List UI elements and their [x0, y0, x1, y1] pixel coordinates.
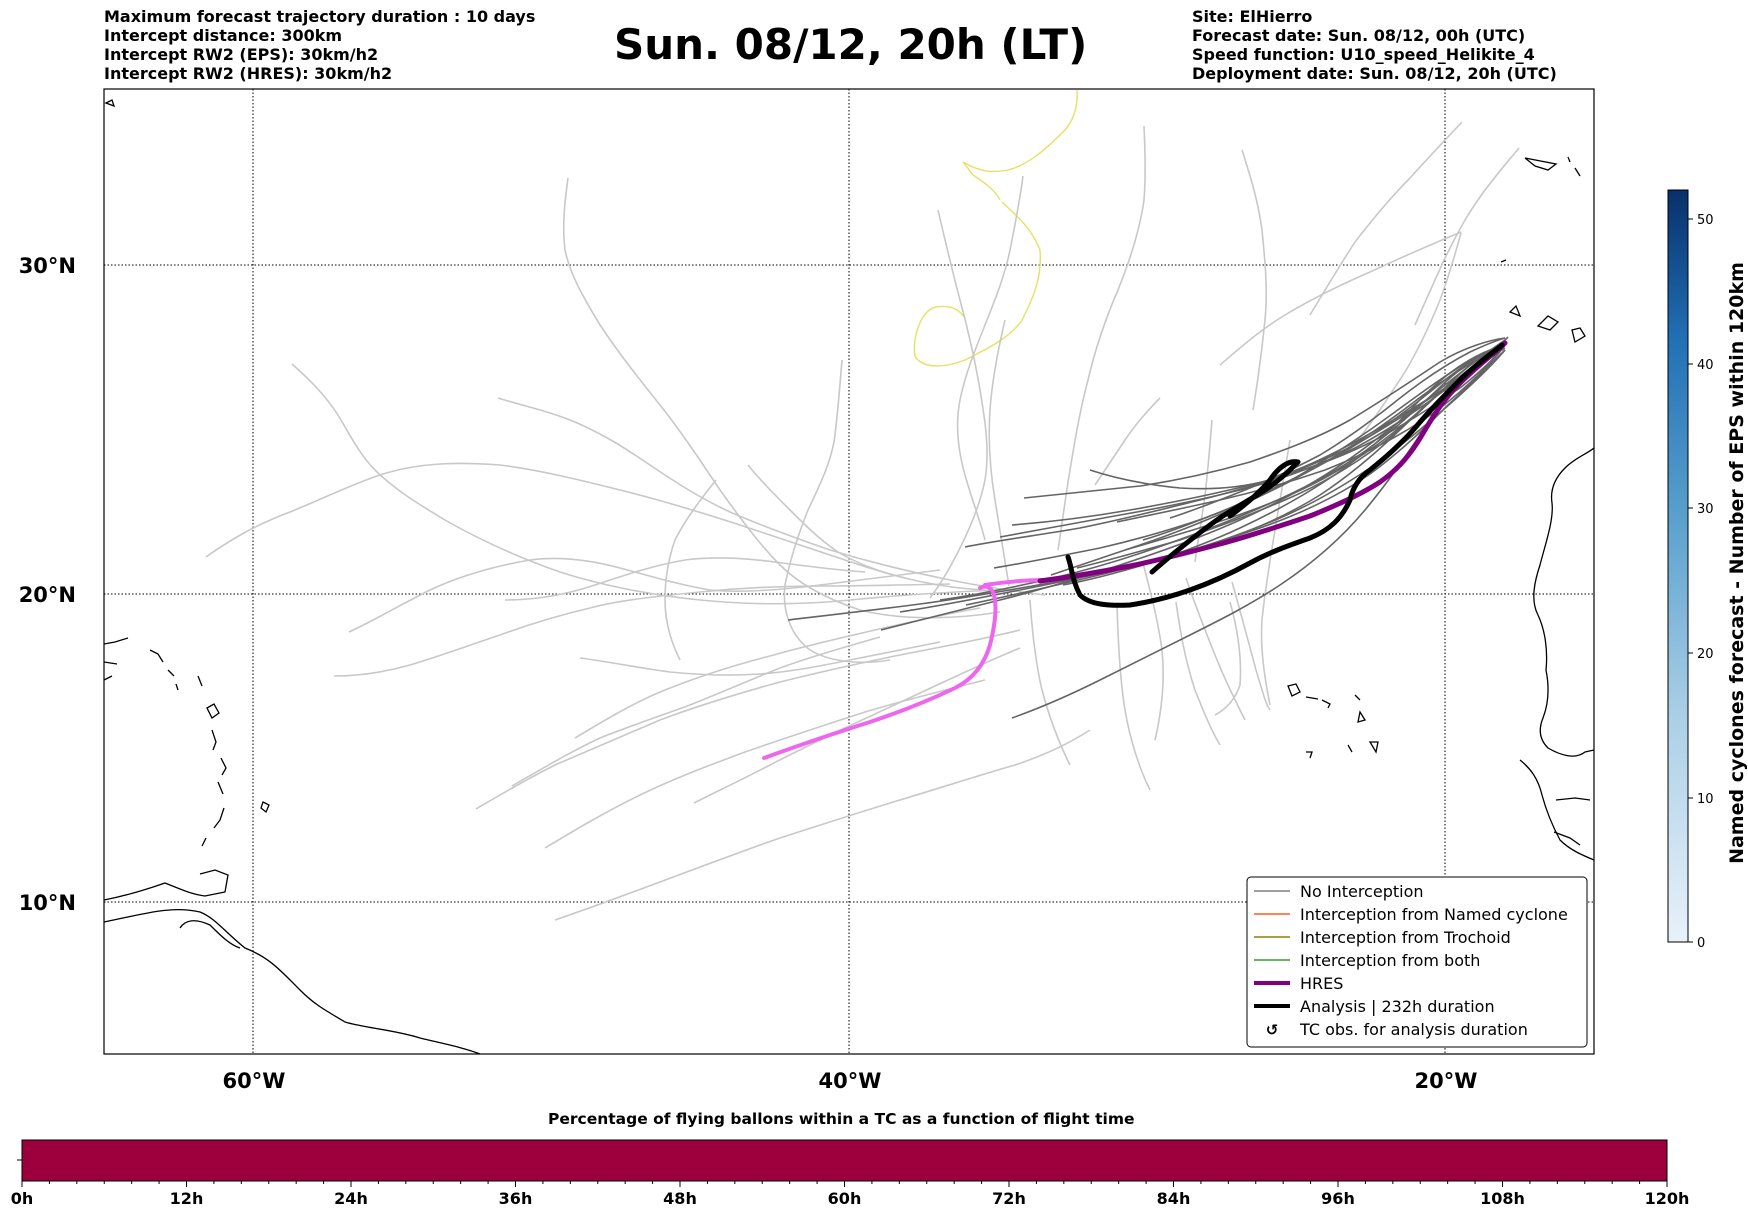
map-frame	[103, 88, 1595, 1055]
legend-label-trochoid: Interception from Trochoid	[1300, 928, 1511, 947]
time-bar-tick-label: 0h	[11, 1189, 34, 1208]
time-bar-fill	[21, 1139, 1668, 1182]
coast-puerto-rico	[104, 637, 129, 681]
time-bar-tick-label: 60h	[828, 1189, 862, 1208]
legend-label-no-interception: No Interception	[1300, 882, 1424, 901]
time-bar-tick-label: 36h	[499, 1189, 533, 1208]
time-bar-tick-label: 48h	[663, 1189, 697, 1208]
lon-label-60w: 60°W	[223, 1069, 286, 1093]
coast-canary-islands	[1508, 304, 1586, 344]
time-bar-tick-label: 24h	[334, 1189, 368, 1208]
colorbar-tick-30: 30	[1697, 502, 1714, 517]
lat-label-10n: 10°N	[19, 891, 76, 915]
legend-label-named-cyclone: Interception from Named cyclone	[1300, 905, 1568, 924]
coast-venezuela	[104, 869, 229, 901]
colorbar-tick-50: 50	[1697, 213, 1714, 228]
cyclone-track	[913, 89, 1078, 367]
cyclone-symbol-icon: ↺	[1266, 1021, 1279, 1039]
header-forecast-date: Forecast date: Sun. 08/12, 00h (UTC)	[1192, 26, 1526, 45]
coast-cape-verde	[1287, 683, 1379, 759]
coast-azores	[1524, 156, 1581, 177]
time-bar-tick-label: 84h	[1157, 1189, 1191, 1208]
time-bar-tick-label: 96h	[1321, 1189, 1355, 1208]
header-site: Site: ElHierro	[1192, 7, 1313, 26]
legend-label-tc-obs: TC obs. for analysis duration	[1299, 1020, 1528, 1039]
header-deployment-date: Deployment date: Sun. 08/12, 20h (UTC)	[1192, 64, 1557, 83]
coast-barbados	[260, 801, 270, 814]
ensemble-trajectories-light	[205, 121, 1520, 921]
header-intercept-hres: Intercept RW2 (HRES): 30km/h2	[104, 64, 393, 83]
colorbar: 0 10 20 30 40 50 Named cyclones forecast…	[1667, 189, 1748, 951]
coast-trinidad	[179, 920, 241, 949]
coast-lesser-antilles	[197, 675, 227, 847]
analysis-trajectory	[1065, 342, 1505, 608]
coast-south-america	[104, 909, 481, 1054]
coast-virgin-islands	[149, 649, 179, 691]
lon-label-40w: 40°W	[819, 1069, 882, 1093]
legend-label-analysis: Analysis | 232h duration	[1300, 997, 1495, 1016]
legend-label-both: Interception from both	[1300, 951, 1480, 970]
colorbar-tick-10: 10	[1697, 792, 1714, 807]
colorbar-tick-0: 0	[1697, 936, 1705, 951]
time-bar-title: Percentage of flying ballons within a TC…	[548, 1110, 1135, 1128]
header-left: Maximum forecast trajectory duration : 1…	[104, 7, 535, 83]
ensemble-trajectories-dark	[787, 336, 1509, 719]
colorbar-gradient	[1667, 189, 1689, 943]
header-intercept-eps: Intercept RW2 (EPS): 30km/h2	[104, 45, 379, 64]
colorbar-tick-40: 40	[1697, 358, 1714, 373]
lat-label-20n: 20°N	[19, 583, 76, 607]
header-intercept-distance: Intercept distance: 300km	[104, 26, 343, 45]
header-speed-function: Speed function: U10_speed_Helikite_4	[1192, 45, 1535, 64]
legend-label-hres: HRES	[1300, 974, 1343, 993]
time-bar: 0h 12h 24h 36h 48h 60h 72h 84h 96h 108h 120h	[11, 1139, 1690, 1208]
coast-island-nw	[104, 99, 116, 108]
coast-west-africa	[1519, 759, 1594, 861]
hres-trajectory	[762, 340, 1508, 760]
time-bar-tick-label: 120h	[1645, 1189, 1690, 1208]
coast-africa	[1533, 447, 1594, 757]
time-bar-tick-label: 108h	[1480, 1189, 1525, 1208]
time-bar-tick-label: 12h	[170, 1189, 204, 1208]
legend-box	[1246, 876, 1588, 1048]
page-title: Sun. 08/12, 20h (LT)	[614, 20, 1088, 69]
coast-madeira	[1500, 259, 1507, 263]
coastlines	[104, 99, 1594, 1054]
colorbar-tick-20: 20	[1697, 647, 1714, 662]
lat-label-30n: 30°N	[19, 254, 76, 278]
colorbar-title: Named cyclones forecast - Number of EPS …	[1726, 262, 1748, 864]
lon-label-20w: 20°W	[1415, 1069, 1478, 1093]
header-right: Site: ElHierro Forecast date: Sun. 08/12…	[1192, 7, 1557, 83]
header-max-duration: Maximum forecast trajectory duration : 1…	[104, 7, 536, 26]
legend: No Interception Interception from Named …	[1246, 876, 1588, 1048]
coast-guinea	[1553, 797, 1591, 846]
time-bar-tick-label: 72h	[992, 1189, 1026, 1208]
